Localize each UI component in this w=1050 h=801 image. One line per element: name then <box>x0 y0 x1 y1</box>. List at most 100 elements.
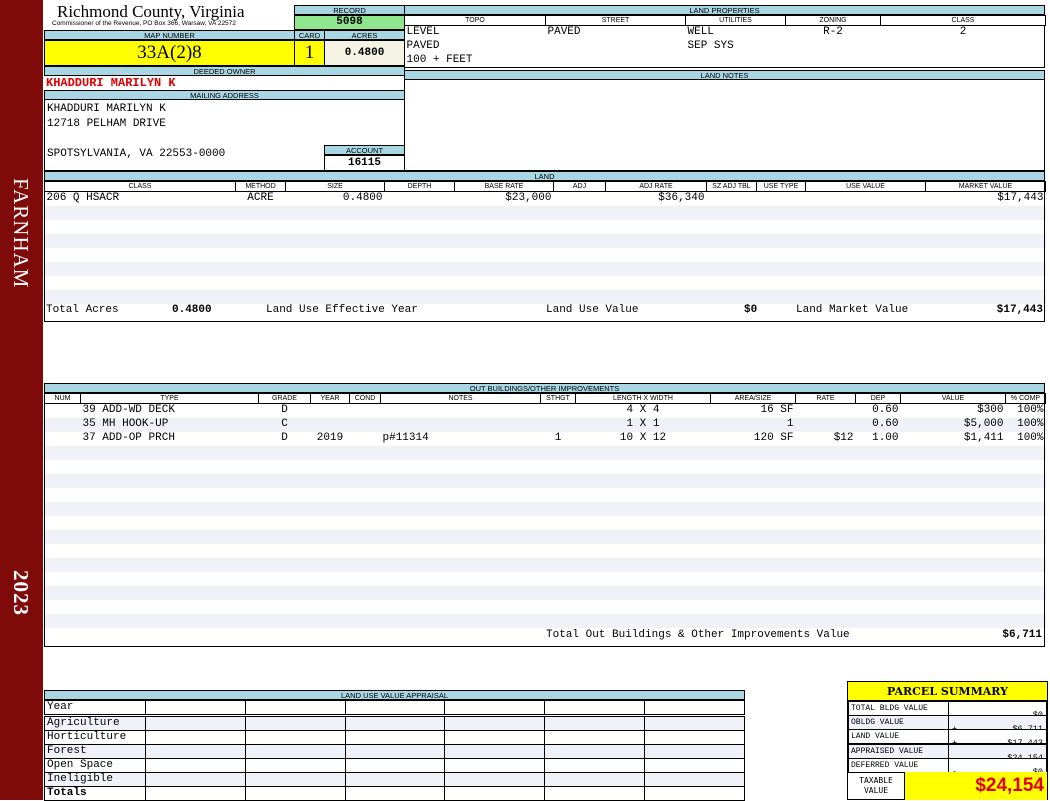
mailing-address: KHADDURI MARILYN K 12718 PELHAM DRIVE SP… <box>47 102 225 162</box>
table-cell <box>311 516 350 530</box>
table-cell <box>380 529 541 544</box>
mailing-line <box>47 132 225 147</box>
land-use-cell <box>145 786 246 801</box>
table-cell <box>259 600 311 614</box>
column-header: USE VALUE <box>805 181 926 192</box>
table-cell <box>756 205 806 220</box>
mailing-line: 12718 PELHAM DRIVE <box>47 118 166 130</box>
land-use-cell <box>644 772 745 787</box>
table-row: LEVEL PAVED WELL R-2 2 <box>404 25 1046 40</box>
table-cell <box>605 261 707 276</box>
land-use-row: Year <box>44 700 745 716</box>
table-cell: C <box>258 417 311 432</box>
table-cell <box>855 613 901 628</box>
table-cell <box>350 432 381 446</box>
table-cell <box>685 53 786 68</box>
table-cell <box>258 445 311 460</box>
table-cell <box>900 585 1006 600</box>
table-cell <box>380 473 541 488</box>
land-use-label: Year <box>44 700 146 716</box>
table-cell <box>80 585 259 600</box>
table-cell <box>1005 445 1046 460</box>
table-cell: $1,411 <box>963 432 1004 444</box>
location-label: FARNHAM <box>9 178 33 289</box>
land-use-cell <box>345 772 446 787</box>
column-header: METHOD <box>235 181 286 192</box>
table-cell <box>553 205 606 220</box>
land-use-label: Ineligible <box>44 772 146 787</box>
table-cell <box>806 192 926 206</box>
table-cell <box>795 585 856 600</box>
table-row: 206 Q HSACR ACRE 0.4800 $23,000 $36,340 $17,4… <box>45 192 1046 206</box>
table-cell <box>1005 613 1046 628</box>
table-cell <box>796 460 856 474</box>
land-use-cell <box>245 700 346 716</box>
table-cell <box>380 501 541 516</box>
table-cell <box>901 572 1006 586</box>
mailing-line: SPOTSYLVANIA, VA 22553-0000 <box>47 148 226 160</box>
table-cell: 1 X 1 <box>575 417 711 432</box>
table-cell <box>545 39 686 54</box>
table-cell <box>1006 460 1046 474</box>
table-row <box>44 585 1046 600</box>
table-cell <box>796 404 856 418</box>
parcel-summary-row: APPRAISED VALUE $24,154 <box>848 743 1047 759</box>
table-cell <box>455 220 554 234</box>
table-cell <box>349 473 381 488</box>
land-use-cell <box>245 730 346 745</box>
card-header: CARD <box>294 30 325 40</box>
table-cell <box>855 585 901 600</box>
land-notes-header: LAND NOTES <box>404 70 1045 80</box>
land-use-cell <box>145 730 246 745</box>
parcel-summary-row: LAND VALUE + $17,443 <box>848 729 1047 745</box>
table-cell: 0.4800 <box>342 192 383 205</box>
value: $0 <box>1032 709 1043 716</box>
table-cell <box>576 488 711 502</box>
table-cell <box>553 289 606 304</box>
land-use-cell <box>345 700 446 716</box>
table-cell <box>710 529 796 544</box>
table-cell <box>381 488 541 502</box>
table-cell: 100 + FEET <box>404 53 546 68</box>
land-use-label: Horticulture <box>44 730 146 745</box>
table-row <box>44 613 1046 628</box>
table-cell <box>349 613 381 628</box>
table-cell <box>901 488 1006 502</box>
table-cell: 16 SF <box>760 404 794 417</box>
parcel-summary-title: PARCEL SUMMARY <box>848 682 1047 701</box>
table-cell <box>855 445 901 460</box>
table-cell <box>606 220 707 234</box>
parcel-summary-row: TOTAL BLDG VALUE $0 <box>848 701 1047 716</box>
table-cell <box>711 460 796 474</box>
table-cell <box>44 417 81 432</box>
table-cell <box>706 289 757 304</box>
table-cell: 206 Q HSACR <box>46 192 120 205</box>
table-cell <box>757 248 806 262</box>
table-cell <box>350 516 381 530</box>
table-cell <box>349 417 381 432</box>
table-cell <box>856 572 901 586</box>
acres-value: 0.4800 <box>324 40 405 66</box>
table-cell <box>711 488 796 502</box>
table-cell: SEP SYS <box>685 39 786 54</box>
table-cell <box>711 572 796 586</box>
table-cell <box>258 557 311 572</box>
land-use-cell <box>345 786 446 801</box>
table-cell <box>384 261 455 276</box>
column-header: MARKET VALUE <box>925 181 1046 192</box>
table-cell <box>901 460 1006 474</box>
taxable-value: $24,154 <box>904 772 1047 800</box>
table-cell <box>710 613 796 628</box>
table-cell <box>258 585 311 600</box>
table-cell <box>710 445 796 460</box>
table-cell <box>796 544 856 558</box>
table-cell: p#11314 <box>382 432 429 444</box>
table-cell <box>541 488 576 502</box>
table-cell: D <box>281 432 288 444</box>
total-acres-label: Total Acres <box>46 304 119 316</box>
land-properties-header: LAND PROPERTIES <box>404 5 1045 15</box>
land-use-cell <box>444 758 546 773</box>
table-cell <box>540 529 576 544</box>
table-cell <box>311 544 350 558</box>
table-cell <box>235 261 286 276</box>
